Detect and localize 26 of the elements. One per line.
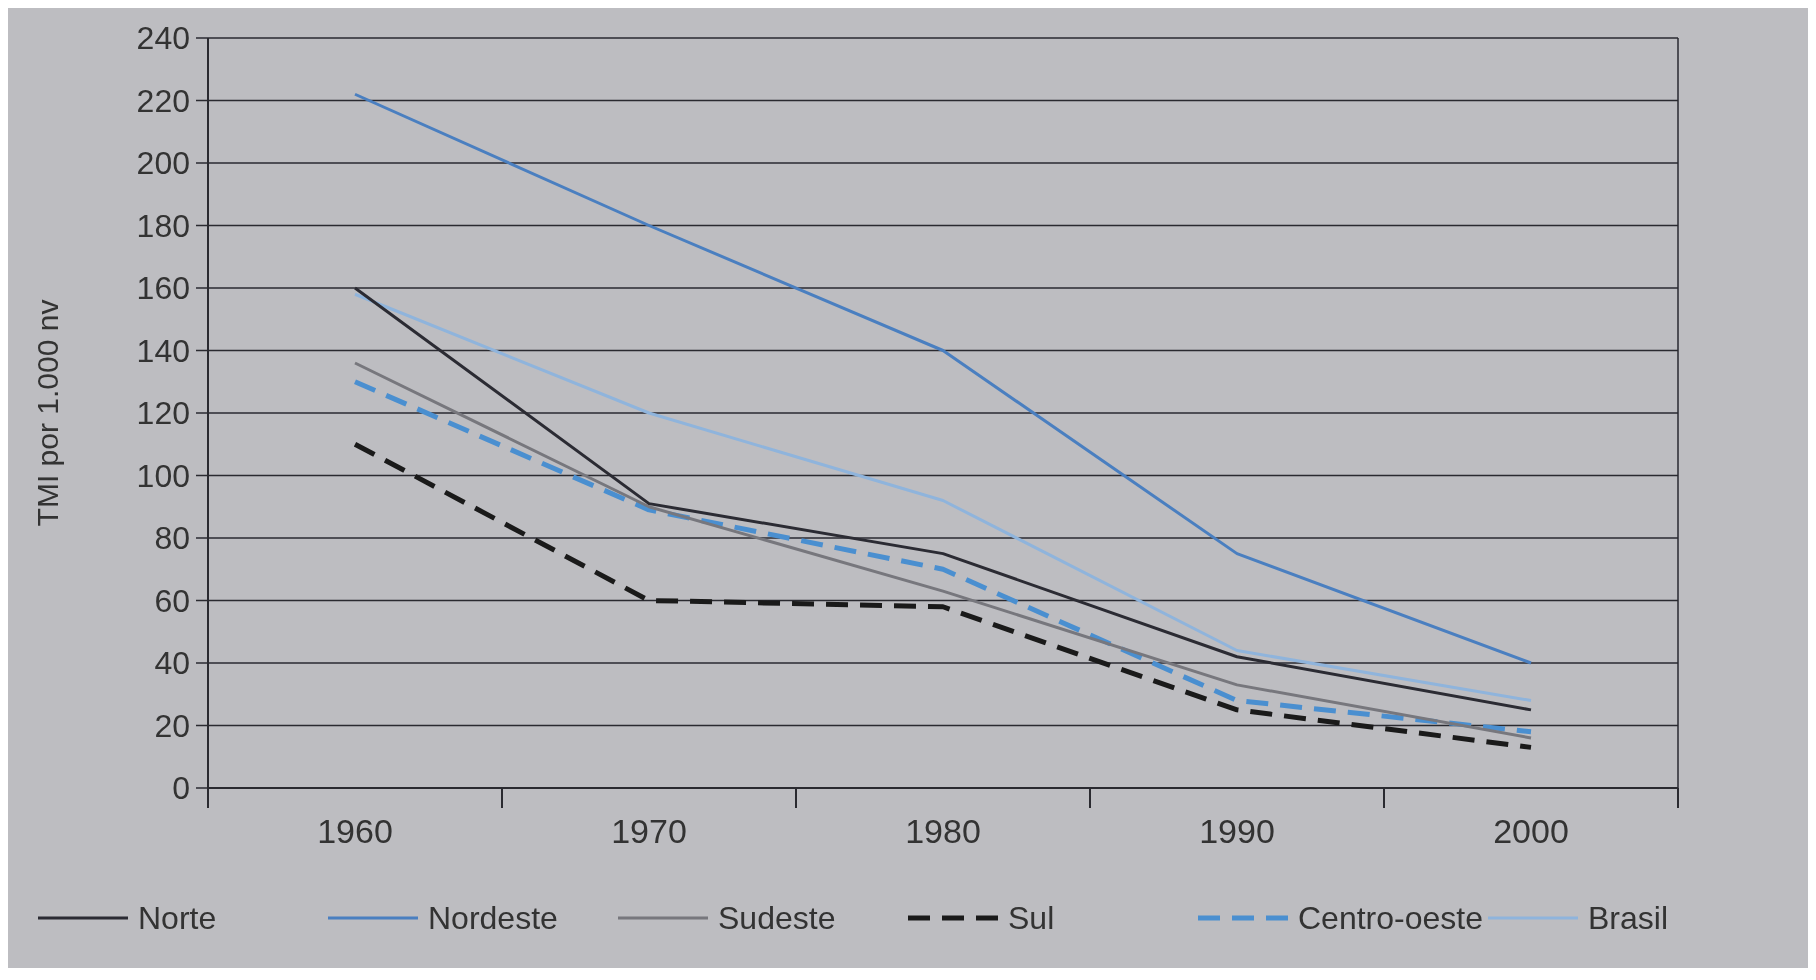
x-tick-label: 1990 <box>1199 812 1275 850</box>
x-tick-label: 2000 <box>1493 812 1569 850</box>
legend-label: Nordeste <box>428 900 558 937</box>
y-tick-label: 40 <box>154 645 190 682</box>
y-tick-label: 200 <box>136 145 190 182</box>
y-tick-label: 0 <box>172 770 190 807</box>
y-tick-label: 220 <box>136 82 190 119</box>
y-tick-label: 140 <box>136 332 190 369</box>
y-tick-label: 160 <box>136 270 190 307</box>
legend-label: Brasil <box>1588 900 1669 937</box>
y-tick-label: 20 <box>154 707 190 744</box>
y-tick-label: 60 <box>154 582 190 619</box>
y-tick-label: 80 <box>154 520 190 557</box>
x-tick-label: 1960 <box>317 812 393 850</box>
legend-label: Sudeste <box>718 900 836 937</box>
x-tick-label: 1980 <box>905 812 981 850</box>
y-tick-label: 240 <box>136 20 190 57</box>
y-tick-label: 180 <box>136 207 190 244</box>
y-tick-label: 100 <box>136 457 190 494</box>
legend-label: Norte <box>138 900 217 937</box>
legend-label: Sul <box>1008 900 1055 937</box>
y-tick-label: 120 <box>136 395 190 432</box>
y-axis-title: TMI por 1.000 nv <box>31 299 64 527</box>
legend-label: Centro-oeste <box>1298 900 1483 937</box>
x-tick-label: 1970 <box>611 812 687 850</box>
line-series <box>353 92 1533 665</box>
